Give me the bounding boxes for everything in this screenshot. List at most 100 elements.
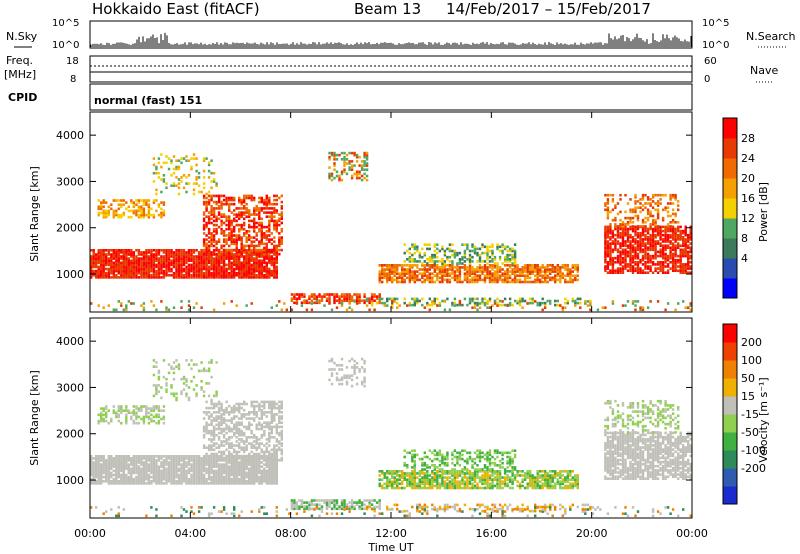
velocity-cell bbox=[238, 480, 241, 483]
power-cell bbox=[270, 274, 273, 277]
power-cell bbox=[471, 268, 474, 271]
velocity-cell bbox=[233, 471, 236, 475]
power-cell bbox=[370, 299, 374, 302]
power-cell bbox=[441, 276, 444, 280]
power-cell bbox=[348, 297, 351, 300]
velocity-cell bbox=[120, 477, 123, 481]
power-cell bbox=[222, 253, 226, 256]
power-cell bbox=[310, 299, 314, 302]
velocity-cell bbox=[132, 455, 135, 458]
power-cell bbox=[516, 301, 519, 305]
power-cell bbox=[639, 269, 642, 272]
power-colorbar-swatch bbox=[723, 138, 737, 159]
power-cell bbox=[416, 260, 419, 263]
power-cell bbox=[253, 196, 256, 200]
power-cell bbox=[245, 250, 248, 254]
power-cell bbox=[155, 274, 158, 277]
power-cell bbox=[248, 196, 251, 200]
velocity-cell bbox=[120, 482, 123, 485]
power-cell bbox=[609, 261, 612, 264]
power-cell bbox=[268, 198, 271, 202]
power-cell bbox=[478, 276, 482, 280]
power-cell bbox=[187, 259, 191, 262]
power-cell bbox=[137, 215, 141, 219]
power-cell bbox=[167, 251, 171, 254]
power-cell bbox=[651, 206, 655, 209]
power-cell bbox=[355, 160, 359, 163]
power-cell bbox=[664, 227, 667, 231]
power-cell bbox=[132, 257, 135, 260]
power-cell bbox=[117, 255, 120, 258]
velocity-cell bbox=[200, 461, 203, 464]
power-cell bbox=[245, 274, 248, 277]
power-cell bbox=[150, 269, 153, 273]
velocity-cell bbox=[155, 480, 158, 483]
power-cell bbox=[115, 269, 118, 273]
power-cell bbox=[253, 236, 256, 239]
power-cell bbox=[275, 255, 278, 258]
power-cell bbox=[421, 274, 424, 277]
power-cell bbox=[142, 267, 146, 271]
velocity-cell bbox=[92, 475, 95, 479]
velocity-cell bbox=[100, 469, 103, 473]
power-cell bbox=[398, 264, 401, 267]
power-cell bbox=[682, 254, 685, 258]
power-cell bbox=[641, 221, 645, 224]
power-cell bbox=[207, 274, 211, 277]
power-cell bbox=[611, 198, 615, 201]
power-cell bbox=[177, 274, 181, 277]
velocity-cell bbox=[90, 459, 93, 462]
power-cell bbox=[228, 244, 231, 248]
power-cell bbox=[212, 238, 216, 241]
velocity-cell bbox=[248, 473, 251, 477]
power-cell bbox=[248, 244, 251, 248]
power-cell bbox=[579, 306, 582, 309]
power-cell bbox=[363, 176, 366, 180]
power-cell bbox=[634, 193, 637, 197]
power-cell bbox=[468, 278, 472, 282]
power-cell bbox=[634, 202, 637, 205]
power-cell bbox=[245, 202, 248, 206]
power-cell bbox=[634, 233, 637, 237]
power-cell bbox=[202, 159, 206, 162]
power-cell bbox=[644, 244, 647, 247]
velocity-cell bbox=[212, 457, 216, 460]
velocity-cell bbox=[202, 473, 206, 477]
velocity-cell bbox=[162, 461, 166, 464]
power-cell bbox=[343, 162, 346, 165]
power-cell bbox=[313, 301, 316, 305]
velocity-cell bbox=[220, 467, 223, 471]
power-cell bbox=[225, 240, 228, 243]
power-cell bbox=[270, 259, 273, 262]
velocity-cell bbox=[122, 457, 125, 460]
power-cell bbox=[155, 308, 158, 312]
power-cell bbox=[215, 232, 218, 235]
power-cell bbox=[212, 267, 216, 271]
velocity-cell bbox=[182, 459, 186, 462]
power-cell bbox=[190, 263, 193, 267]
power-cell bbox=[350, 164, 354, 167]
power-cell bbox=[212, 263, 216, 267]
power-cell bbox=[468, 264, 472, 267]
velocity-cell bbox=[125, 480, 128, 483]
power-cell bbox=[639, 250, 642, 254]
power-cell bbox=[180, 269, 183, 273]
power-cell bbox=[280, 205, 283, 208]
power-cell bbox=[391, 278, 394, 282]
power-cell bbox=[621, 269, 625, 272]
power-cell bbox=[228, 257, 231, 260]
power-cell bbox=[559, 280, 562, 284]
velocity-cell bbox=[112, 463, 115, 466]
power-cell bbox=[278, 300, 281, 303]
power-cell bbox=[338, 178, 341, 182]
power-cell bbox=[258, 259, 261, 262]
velocity-cell bbox=[258, 469, 261, 473]
power-cell bbox=[318, 301, 321, 305]
power-cell bbox=[207, 161, 211, 165]
power-cell bbox=[521, 274, 524, 277]
power-cell bbox=[207, 215, 211, 218]
power-cell bbox=[398, 304, 401, 307]
velocity-cell bbox=[117, 473, 120, 477]
power-cell bbox=[679, 238, 682, 241]
power-cell bbox=[466, 272, 469, 275]
